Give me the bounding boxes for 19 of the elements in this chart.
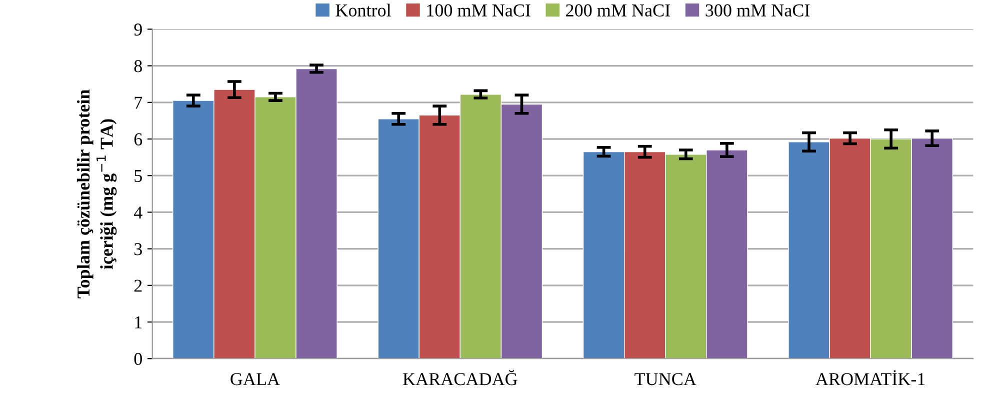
y-tick-label: 1 <box>135 316 142 328</box>
y-tick-label: 2 <box>134 280 142 292</box>
y-tick-label: 8 <box>134 60 142 72</box>
x-tick-label: KARACADAĞ <box>403 370 518 386</box>
legend-label: Kontrol <box>336 4 391 16</box>
y-tick-label: 4 <box>134 206 142 218</box>
y-tick-label: 6 <box>134 133 142 146</box>
legend-label: 300 mM NaCI <box>706 4 810 16</box>
y-tick-label: 9 <box>134 24 142 36</box>
y-tick-label: 7 <box>134 96 142 109</box>
x-tick-label: GALA <box>230 373 280 386</box>
y-tick-label: 3 <box>134 243 142 256</box>
x-tick-label: AROMATİK-1 <box>816 370 925 386</box>
y-tick-label: 0 <box>134 352 142 366</box>
legend-label: 200 mM NaCI <box>566 4 670 16</box>
legend-label: 100 mM NaCI <box>427 4 530 16</box>
y-tick-label: 5 <box>134 170 142 182</box>
y-axis-title: Toplam çözünebilir protein içeriği (mg g$^{−1}$ TA) <box>76 89 117 298</box>
x-tick-label: TUNCA <box>634 373 696 386</box>
